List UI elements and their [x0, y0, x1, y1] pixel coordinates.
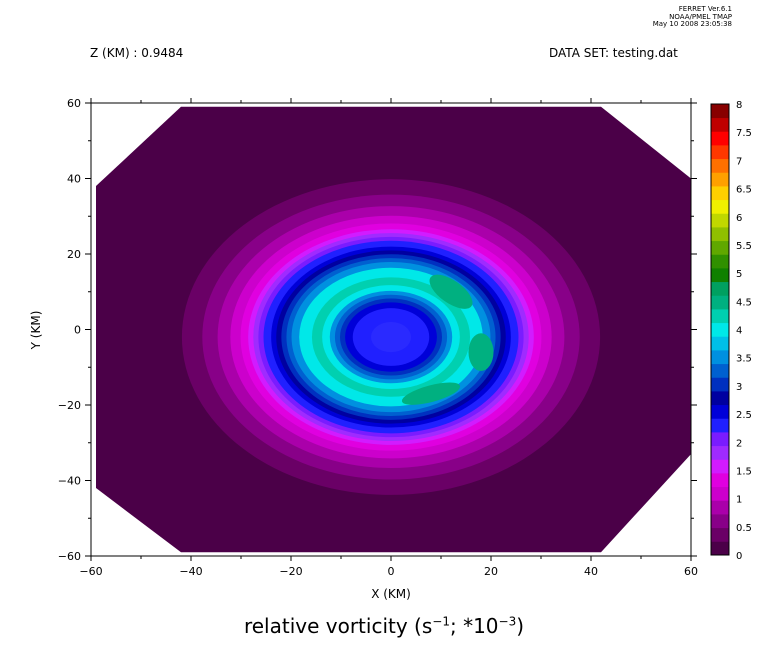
colorbar-swatch: [711, 459, 729, 474]
x-axis-label: X (KM): [371, 587, 411, 601]
colorbar-swatch: [711, 186, 729, 201]
colorbar-swatch: [711, 322, 729, 337]
colorbar: 0 0.5 1 1.5 2 2.5 3 3.5 4 4.5 5 5.5 6 6.5 7 7.5 8: [710, 100, 752, 562]
colorbar-swatch: [711, 445, 729, 460]
colorbar-label: 2: [736, 438, 742, 449]
colorbar-swatch: [711, 500, 729, 515]
y-axis-label: Y (KM): [29, 311, 43, 351]
contour-core: [371, 321, 411, 353]
colorbar-swatch: [711, 254, 729, 269]
caption-exponent-1: −1: [432, 614, 450, 629]
x-tick-label: −20: [279, 565, 302, 578]
contour-patch-ne: [429, 274, 473, 309]
colorbar-label: 0: [736, 551, 742, 562]
colorbar-swatch: [711, 281, 729, 296]
contour-patch-e: [468, 333, 494, 372]
colorbar-swatch: [711, 268, 729, 283]
colorbar-label: 1.5: [736, 466, 752, 477]
colorbar-swatch: [711, 199, 729, 214]
colorbar-label: 4: [736, 326, 742, 337]
colorbar-label: 0.5: [736, 523, 752, 534]
y-tick-label: −60: [58, 550, 81, 563]
x-tick-label: 60: [684, 565, 698, 578]
colorbar-label: 3: [736, 382, 742, 393]
caption-text-mid: ; *10: [449, 614, 499, 638]
colorbar-label: 8: [736, 100, 742, 111]
x-tick-label: −60: [79, 565, 102, 578]
colorbar-swatch: [711, 418, 729, 433]
caption-text-start: relative vorticity (s: [243, 614, 433, 638]
contour-patch-s: [401, 382, 461, 405]
colorbar-label: 5: [736, 269, 742, 280]
colorbar-swatch: [711, 541, 729, 556]
colorbar-swatch: [711, 473, 729, 488]
colorbar-swatch: [711, 527, 729, 542]
x-tick-label: 0: [388, 565, 395, 578]
y-tick-label: 60: [67, 97, 81, 110]
colorbar-swatch: [711, 350, 729, 365]
y-tick-label: 0: [74, 324, 81, 337]
y-tick-label: 40: [67, 173, 81, 186]
colorbar-swatch: [711, 145, 729, 160]
colorbar-label: 7: [736, 156, 742, 167]
colorbar-swatch: [711, 131, 729, 146]
dataset-label: DATA SET: testing.dat: [549, 46, 678, 60]
colorbar-swatch: [711, 514, 729, 529]
colorbar-swatch: [711, 104, 729, 119]
colorbar-swatch: [711, 377, 729, 392]
colorbar-swatch: [711, 486, 729, 501]
ferret-version: FERRET Ver.6.1: [678, 5, 732, 13]
colorbar-swatch: [711, 391, 729, 406]
caption-text-end: ): [516, 614, 525, 638]
ferret-timestamp: May 10 2008 23:05:38: [652, 20, 732, 28]
axes: −60 −40 −20 0 20 40 60 −60 −40 −20 0 20 40 60: [58, 97, 698, 578]
ferret-org: NOAA/PMEL TMAP: [669, 12, 732, 21]
colorbar-label: 2.5: [736, 410, 752, 421]
y-tick-label: 20: [67, 248, 81, 261]
y-tick-label: −40: [58, 475, 81, 488]
colorbar-label: 7.5: [736, 128, 752, 139]
colorbar-swatch: [711, 158, 729, 173]
ferret-stamp: FERRET Ver.6.1 NOAA/PMEL TMAP May 10 200…: [636, 5, 732, 29]
y-tick-label: −20: [58, 399, 81, 412]
colorbar-label: 6: [736, 213, 742, 224]
colorbar-frame: [710, 103, 730, 556]
x-tick-label: 20: [484, 565, 498, 578]
variable-caption: relative vorticity (s−1; *10−3): [0, 614, 768, 638]
colorbar-swatch: [711, 295, 729, 310]
colorbar-swatch: [711, 432, 729, 447]
colorbar-swatch: [711, 213, 729, 228]
colorbar-swatch: [711, 404, 729, 419]
colorbar-label: 6.5: [736, 185, 752, 196]
z-level-label: Z (KM) : 0.9484: [90, 46, 184, 60]
colorbar-label: 5.5: [736, 241, 752, 252]
colorbar-swatch: [711, 117, 729, 132]
colorbar-swatch: [711, 172, 729, 187]
contour-field: [96, 106, 691, 553]
colorbar-label: 4.5: [736, 297, 752, 308]
colorbar-swatch: [711, 363, 729, 378]
colorbar-swatch: [711, 309, 729, 324]
colorbar-label: 1: [736, 495, 742, 506]
colorbar-label: 3.5: [736, 354, 752, 365]
colorbar-swatch: [711, 336, 729, 351]
caption-exponent-2: −3: [498, 614, 517, 629]
x-tick-label: 40: [584, 565, 598, 578]
colorbar-swatch: [711, 227, 729, 242]
x-tick-label: −40: [179, 565, 202, 578]
colorbar-swatch: [711, 240, 729, 255]
